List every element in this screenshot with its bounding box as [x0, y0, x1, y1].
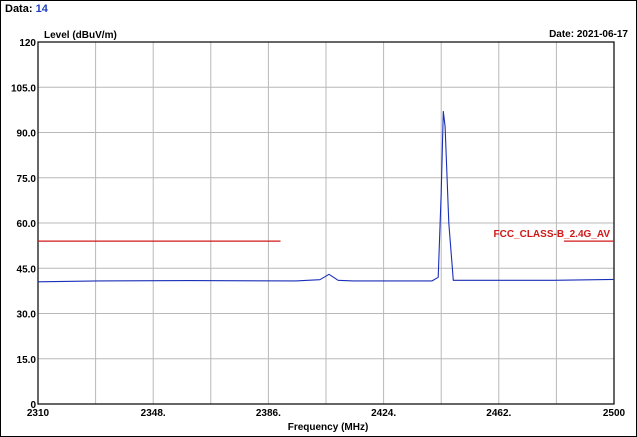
x-tick-label: 2462. [486, 408, 511, 419]
limit-line-label: FCC_CLASS-B_2.4G_AV [493, 229, 610, 240]
y-tick-label: 90.0 [17, 129, 37, 140]
x-tick-label: 2500 [603, 408, 626, 419]
y-tick-label: 30.0 [17, 310, 37, 321]
y-tick-label: 60.0 [17, 219, 37, 230]
y-tick-label: 105.0 [11, 83, 36, 94]
y-tick-label: 75.0 [17, 174, 37, 185]
y-tick-labels: 0 15.0 30.0 45.0 60.0 75.0 90.0 105.0 120 [11, 38, 36, 411]
traces [37, 110, 615, 283]
grid [37, 41, 615, 405]
y-axis-label: Level (dBuV/m) [44, 30, 117, 41]
x-tick-label: 2310 [27, 408, 50, 419]
measurement-trace [37, 110, 615, 283]
x-tick-labels: 2310 2348. 2386. 2424. 2462. 2500 [27, 408, 626, 419]
x-axis-label: Frequency (MHz) [288, 422, 369, 433]
x-tick-label: 2386. [256, 408, 281, 419]
data-label-text: Data: [5, 3, 33, 15]
y-tick-label: 120 [19, 38, 36, 49]
plot-border [37, 41, 615, 405]
data-label: Data: 14 [5, 3, 48, 15]
y-tick-label: 15.0 [17, 355, 37, 366]
data-number: 14 [35, 3, 48, 15]
y-tick-label: 0 [30, 400, 36, 411]
y-tick-label: 45.0 [17, 264, 37, 275]
limit-lines: FCC_CLASS-B_2.4G_AV [38, 229, 614, 242]
x-tick-label: 2424. [371, 408, 396, 419]
date-text: Date: 2021-06-17 [549, 29, 628, 40]
x-tick-label: 2348. [141, 408, 166, 419]
